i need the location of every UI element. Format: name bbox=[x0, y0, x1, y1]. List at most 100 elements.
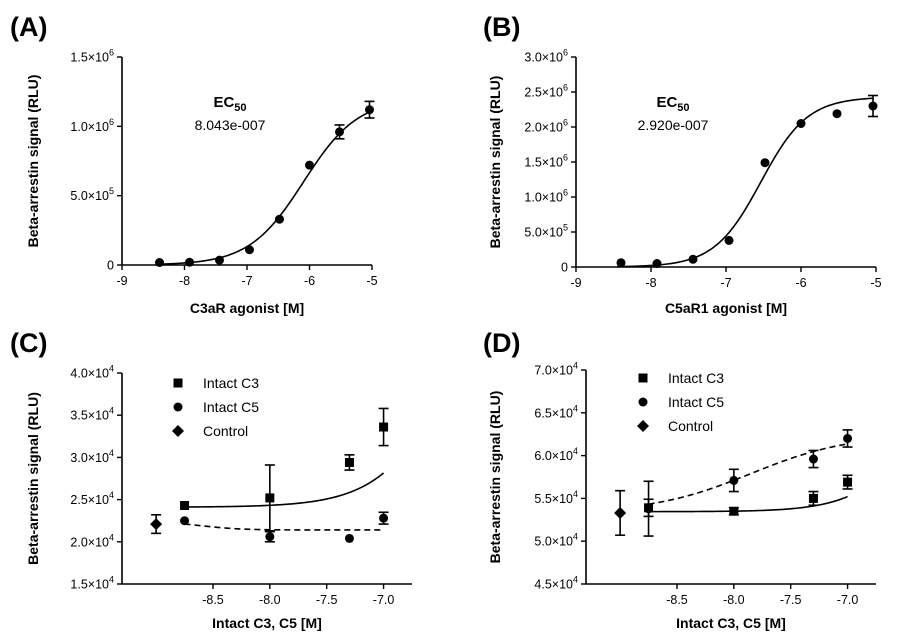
x-tick-label: -7.0 bbox=[373, 593, 395, 607]
legend-marker bbox=[173, 402, 183, 412]
data-point bbox=[808, 493, 818, 503]
y-tick-label: 5.0×104 bbox=[534, 532, 578, 549]
x-tick-label: -7.0 bbox=[837, 593, 859, 607]
y-axis-label: Beta-arrestin signal (RLU) bbox=[487, 76, 503, 249]
series-control bbox=[614, 489, 627, 537]
data-point bbox=[275, 214, 284, 224]
y-axis-label: Beta-arrestin signal (RLU) bbox=[25, 392, 41, 565]
series-intact-c3 bbox=[180, 407, 389, 532]
data-point bbox=[215, 255, 224, 265]
data-point bbox=[265, 532, 275, 542]
ec50-value: 8.043e-007 bbox=[195, 117, 266, 133]
data-point bbox=[245, 245, 254, 255]
data-point bbox=[868, 101, 878, 111]
ec50-title: EC50 bbox=[213, 94, 246, 114]
x-tick-label: -5 bbox=[366, 274, 377, 288]
legend-entry: Intact C5 bbox=[203, 399, 259, 415]
legend: Intact C3 Intact C5 Control bbox=[172, 375, 259, 439]
data-point bbox=[614, 506, 627, 519]
data-point bbox=[796, 119, 806, 128]
series-intact-c3 bbox=[643, 474, 853, 518]
chart-panel-c: (C) 1.5×104 2.0×104 2.5×104 3.0×104 3.5×104 4.… bbox=[10, 328, 412, 631]
series-data bbox=[155, 100, 375, 268]
data-point bbox=[688, 254, 698, 264]
y-tick-label: 0 bbox=[561, 261, 568, 275]
data-point bbox=[832, 109, 842, 119]
panel-label: (D) bbox=[483, 328, 520, 358]
data-point bbox=[155, 258, 164, 268]
y-tick-label: 2.5×106 bbox=[524, 83, 568, 100]
data-point bbox=[652, 259, 662, 268]
y-tick-label: 1.5×106 bbox=[524, 153, 568, 170]
chart-panel-a: (A) 0 5.0×105 1.0×106 1.5×106 -9 -8 -7 -6 -5 C3aR … bbox=[10, 12, 378, 316]
data-point bbox=[185, 257, 194, 267]
legend-marker bbox=[638, 397, 648, 407]
legend-marker bbox=[637, 420, 649, 432]
data-point bbox=[344, 533, 354, 543]
legend-marker bbox=[173, 378, 183, 388]
y-tick-label: 2.0×106 bbox=[524, 118, 568, 135]
x-axis-label: C3aR agonist [M] bbox=[190, 300, 304, 316]
y-tick-label: 1.0×106 bbox=[70, 117, 114, 134]
data-point bbox=[729, 475, 739, 485]
x-tick-label: -7 bbox=[720, 276, 731, 290]
data-point bbox=[305, 160, 314, 170]
y-tick-label: 6.5×104 bbox=[534, 403, 578, 420]
y-tick-label: 1.0×106 bbox=[524, 188, 568, 205]
x-tick-label: -9 bbox=[570, 276, 581, 290]
x-tick-label: -8.5 bbox=[202, 593, 224, 607]
legend: Intact C3 Intact C5 Control bbox=[637, 370, 724, 434]
y-tick-label: 2.0×104 bbox=[70, 532, 114, 549]
data-point bbox=[724, 235, 734, 245]
series-data bbox=[616, 94, 878, 268]
panel-label: (B) bbox=[483, 12, 520, 42]
data-point bbox=[843, 433, 853, 443]
x-tick-label: -6 bbox=[304, 274, 315, 288]
x-tick-label: -8 bbox=[645, 276, 656, 290]
y-tick-label: 5.0×105 bbox=[70, 186, 114, 203]
x-tick-label: -7 bbox=[241, 274, 252, 288]
data-point bbox=[616, 258, 626, 268]
x-tick-label: -8 bbox=[179, 274, 190, 288]
legend-marker bbox=[172, 425, 184, 437]
chart-panel-b: (B) 0 5.0×105 1.0×106 1.5×106 2.0×106 2.5×106 3… bbox=[483, 12, 882, 316]
legend-entry: Intact C3 bbox=[203, 375, 259, 391]
x-tick-label: -9 bbox=[116, 274, 127, 288]
legend-entry: Control bbox=[668, 418, 713, 434]
data-point bbox=[344, 457, 354, 467]
data-point bbox=[335, 127, 344, 137]
x-tick-label: -6 bbox=[795, 276, 806, 290]
panel-label: (C) bbox=[10, 328, 47, 358]
data-point bbox=[379, 422, 389, 432]
x-tick-label: -8.0 bbox=[723, 593, 745, 607]
series-control bbox=[150, 513, 163, 535]
series-intact-c5 bbox=[643, 429, 853, 537]
data-point bbox=[379, 513, 389, 523]
x-tick-label: -7.5 bbox=[780, 593, 802, 607]
y-tick-label: 0 bbox=[107, 259, 114, 273]
fit-curve bbox=[184, 523, 384, 531]
y-tick-label: 5.5×104 bbox=[534, 489, 578, 506]
y-axis-label: Beta-arrestin signal (RLU) bbox=[25, 75, 41, 248]
x-axis-label: C5aR1 agonist [M] bbox=[665, 300, 787, 316]
ec50-title: EC50 bbox=[656, 94, 689, 114]
x-tick-label: -8.0 bbox=[259, 593, 281, 607]
legend-marker bbox=[638, 373, 648, 383]
data-point bbox=[644, 504, 654, 514]
fit-curve bbox=[184, 472, 385, 508]
data-point bbox=[729, 506, 739, 516]
y-tick-label: 4.5×104 bbox=[534, 575, 578, 592]
y-tick-label: 2.5×104 bbox=[70, 490, 114, 507]
legend-entry: Control bbox=[203, 423, 248, 439]
legend-entry: Intact C5 bbox=[668, 394, 724, 410]
y-tick-label: 4.0×104 bbox=[70, 364, 114, 381]
data-point bbox=[760, 158, 770, 168]
data-point bbox=[808, 454, 818, 464]
y-tick-label: 6.0×104 bbox=[534, 446, 578, 463]
y-tick-label: 1.5×106 bbox=[70, 48, 114, 65]
x-tick-label: -7.5 bbox=[316, 593, 338, 607]
legend-entry: Intact C3 bbox=[668, 370, 724, 386]
y-tick-label: 3.0×104 bbox=[70, 448, 114, 465]
data-point bbox=[843, 477, 853, 487]
y-tick-label: 5.0×105 bbox=[524, 223, 568, 240]
